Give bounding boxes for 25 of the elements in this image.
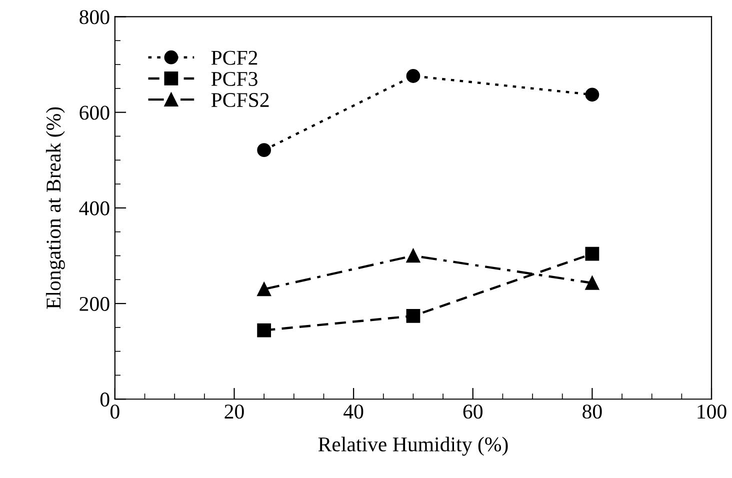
x-tick-label: 0 [110,404,120,419]
y-tick-label: 400 [79,201,110,216]
y-tick-label: 200 [80,296,110,311]
point [406,69,420,83]
legend-label: PCF2 [211,50,258,65]
point [585,276,600,290]
x-tick-label: 40 [344,404,364,419]
x-tick-label: 20 [224,404,244,419]
x-tick-label: 100 [698,404,726,419]
y-tick-label: 600 [80,106,110,120]
x-tick-label: 80 [582,404,602,419]
point [406,248,420,263]
x-tick-label: 60 [463,404,482,419]
point [257,143,272,158]
x-axis-title: Relative Humidity (%) [318,436,508,456]
legend-label: PCF3 [211,72,258,86]
point [257,282,272,296]
point [585,88,600,102]
point [257,323,272,338]
y-tick-label: 800 [80,10,110,24]
y-tick-label: 0 [100,392,110,407]
point [406,309,420,323]
y-axis-title: Elongation at Break (%) [46,107,65,309]
point [585,246,600,261]
legend-label: PCFS2 [211,93,269,108]
